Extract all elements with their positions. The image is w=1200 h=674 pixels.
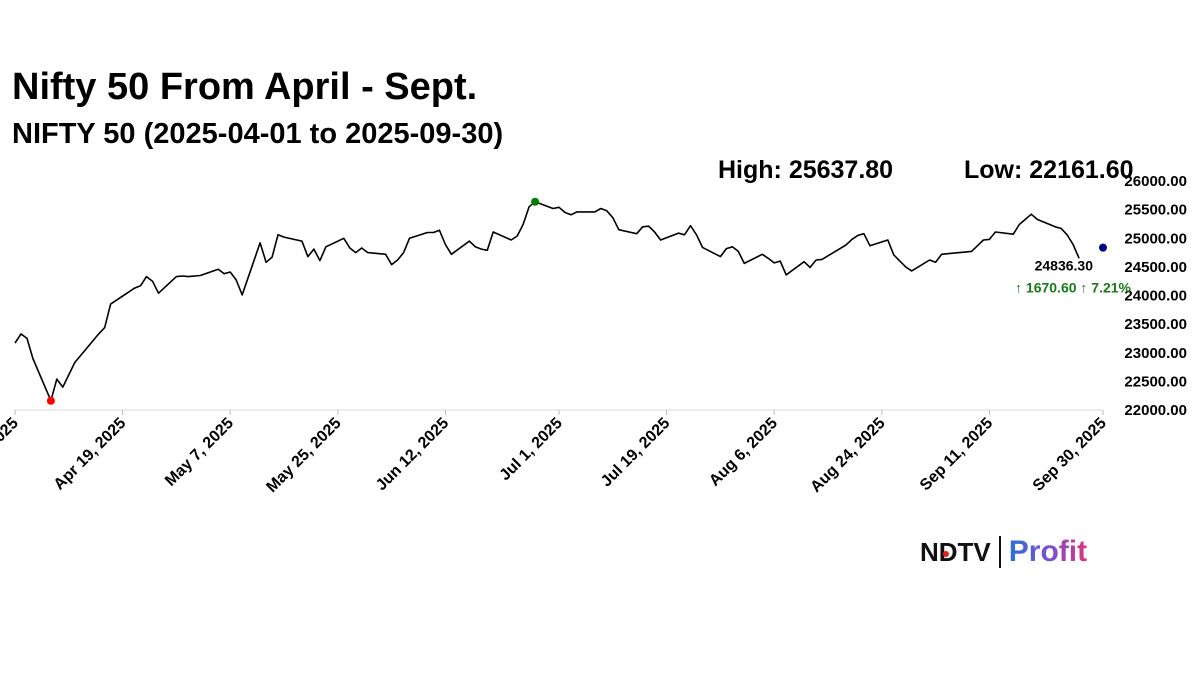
- x-tick-label: Aug 6, 2025: [706, 415, 781, 490]
- y-tick-label: 22500.00: [1124, 373, 1187, 390]
- change-label: ↑ 1670.60 ↑ 7.21%: [1015, 280, 1132, 296]
- x-tick-label: Jun 12, 2025: [373, 415, 452, 494]
- x-tick-label: Aug 24, 2025: [807, 415, 888, 496]
- data-point-marker: [531, 197, 540, 206]
- x-tick-label: Apr 19, 2025: [51, 415, 130, 494]
- x-tick-label: Jul 1, 2025: [497, 415, 566, 484]
- y-tick-label: 24000.00: [1124, 288, 1187, 305]
- series-line: [14, 200, 1080, 402]
- x-tick-label: Apr 1, 2025: [0, 415, 22, 487]
- y-tick-label: 23000.00: [1124, 345, 1187, 362]
- logo-red-dot: [943, 551, 949, 557]
- logo-ndtv-text: NDTV: [920, 536, 991, 567]
- y-tick-label: 22000.00: [1124, 402, 1187, 419]
- ndtv-profit-logo: NDTV Profit: [920, 532, 1087, 572]
- y-tick-label: 25500.00: [1124, 202, 1187, 219]
- chart-heading: Nifty 50 From April - Sept.: [12, 66, 478, 108]
- x-tick-label: May 25, 2025: [263, 415, 344, 496]
- x-tick-label: Sep 30, 2025: [1030, 415, 1110, 495]
- low-stat: Low: 22161.60: [964, 156, 1134, 184]
- x-tick-label: Sep 11, 2025: [917, 415, 996, 494]
- logo-divider: [998, 536, 1001, 568]
- data-point-marker: [46, 396, 55, 405]
- y-tick-label: 26000.00: [1124, 173, 1187, 190]
- y-tick-label: 24500.00: [1124, 259, 1187, 276]
- x-tick-label: May 7, 2025: [162, 415, 237, 490]
- data-point-marker: [1099, 243, 1107, 252]
- y-tick-label: 23500.00: [1124, 316, 1187, 333]
- logo-profit-text: Profit: [1008, 535, 1088, 568]
- chart-title: NIFTY 50 (2025-04-01 to 2025-09-30): [12, 118, 504, 150]
- x-tick-label: Jul 19, 2025: [598, 415, 674, 491]
- high-stat: High: 25637.80: [718, 156, 894, 184]
- y-tick-label: 25000.00: [1124, 230, 1187, 247]
- last-value-label: 24836.30: [1035, 258, 1094, 274]
